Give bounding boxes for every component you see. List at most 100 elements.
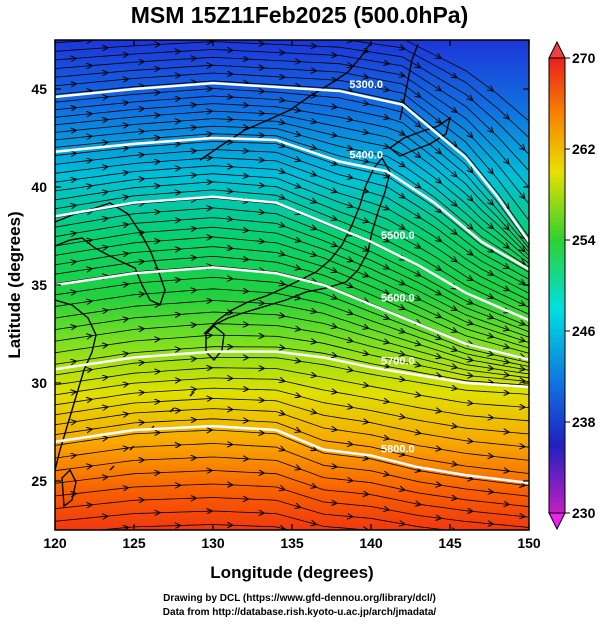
x-tick-label: 120 xyxy=(43,535,67,551)
streamline-arrow xyxy=(295,240,300,242)
streamline-arrow xyxy=(332,297,337,299)
streamline-arrow xyxy=(347,90,352,91)
streamline-arrow xyxy=(279,380,284,381)
streamline-arrow xyxy=(488,336,493,337)
streamline-arrow xyxy=(415,297,420,299)
streamline-arrow xyxy=(71,392,76,393)
streamline-arrow xyxy=(347,444,352,445)
streamline-arrow xyxy=(399,195,404,198)
streamline-arrow xyxy=(102,218,107,219)
streamline-arrow xyxy=(452,172,457,176)
streamline-arrow xyxy=(399,489,404,490)
streamline-arrow xyxy=(415,245,420,248)
streamline-arrow xyxy=(520,369,525,370)
temperature-field xyxy=(55,40,529,530)
streamline-arrow xyxy=(279,347,284,348)
streamline-arrow xyxy=(467,322,472,324)
streamline-arrow xyxy=(504,157,509,164)
streamline-arrow xyxy=(488,272,493,274)
streamline-arrow xyxy=(363,385,368,386)
streamline-arrow xyxy=(332,107,337,108)
streamline-arrow xyxy=(452,142,457,146)
streamline-arrow xyxy=(467,359,472,360)
streamline-arrow xyxy=(384,117,389,118)
streamline-arrow xyxy=(504,504,509,505)
streamline-arrow xyxy=(279,145,284,147)
colorbar-bottom-arrow xyxy=(548,512,566,531)
streamline-arrow xyxy=(384,239,389,241)
streamline-arrow xyxy=(71,262,76,263)
streamline-arrow xyxy=(452,349,457,351)
streamline-arrow xyxy=(332,429,337,430)
streamline-arrow xyxy=(415,184,420,187)
streamline-arrow xyxy=(279,253,284,254)
streamline-arrow xyxy=(332,190,337,192)
streamline-arrow xyxy=(520,145,525,150)
streamline xyxy=(55,334,529,382)
streamline-arrow xyxy=(347,148,352,149)
streamline-arrow xyxy=(436,356,441,357)
streamline-arrow xyxy=(347,407,352,408)
streamline-arrow xyxy=(384,89,389,90)
streamline-arrow xyxy=(399,74,404,76)
streamline-arrow xyxy=(488,168,493,173)
streamline-arrow xyxy=(520,261,525,264)
streamline-arrow xyxy=(504,361,509,362)
streamline xyxy=(55,367,529,408)
streamline-arrow xyxy=(384,146,389,147)
streamline-arrow xyxy=(311,341,316,342)
streamline-arrow xyxy=(452,464,457,465)
streamline-arrow xyxy=(415,537,420,538)
streamline-arrow xyxy=(488,224,493,228)
streamline-arrow xyxy=(102,407,107,408)
colorbar-tick-label: 262 xyxy=(572,141,596,157)
streamline-arrow xyxy=(347,340,352,341)
streamline-arrow xyxy=(87,399,92,400)
x-axis-ticks: 120 125 130 135 140 145 150 xyxy=(43,40,541,551)
credit-data: Data from http://database.rish.kyoto-u.a… xyxy=(162,607,437,618)
streamline-arrow xyxy=(123,488,128,489)
streamline-arrow xyxy=(123,354,128,355)
streamline-arrow xyxy=(311,200,316,202)
streamline-arrow xyxy=(504,346,509,347)
streamline-arrow xyxy=(488,492,493,493)
streamline-arrow xyxy=(279,225,284,227)
streamline-arrow xyxy=(452,308,457,310)
streamline-arrow xyxy=(452,366,457,367)
streamline-arrow xyxy=(504,471,509,472)
streamline-arrow xyxy=(467,196,472,201)
streamline-arrow xyxy=(467,166,472,172)
streamline-arrow xyxy=(295,506,300,507)
streamline-arrow xyxy=(520,323,525,325)
contour-line xyxy=(55,266,529,361)
streamline-arrow xyxy=(363,132,368,133)
streamline-arrow xyxy=(452,498,457,499)
streamline-arrow xyxy=(102,345,107,346)
streamline-arrow xyxy=(295,395,300,396)
streamline-arrow xyxy=(384,63,389,64)
streamline-arrow xyxy=(415,123,420,127)
streamline-arrow xyxy=(332,355,337,356)
x-tick-label: 145 xyxy=(438,535,462,551)
streamline-arrow xyxy=(504,244,509,248)
streamline-arrow xyxy=(415,273,420,275)
streamline-arrow xyxy=(436,292,441,295)
x-tick-label: 125 xyxy=(122,535,146,551)
streamline-arrow xyxy=(415,93,420,96)
streamline-arrow xyxy=(488,249,493,252)
x-tick-label: 150 xyxy=(517,535,541,551)
streamline-arrow xyxy=(71,205,76,206)
x-tick-label: 130 xyxy=(201,535,225,551)
streamline-arrow xyxy=(71,361,76,362)
streamline-arrow xyxy=(415,364,420,365)
streamline-arrow xyxy=(332,270,337,272)
streamline-arrow xyxy=(123,319,128,320)
streamline-arrow xyxy=(415,343,420,344)
streamline-arrow xyxy=(467,96,472,100)
streamline-arrow xyxy=(295,267,300,268)
streamline-arrow xyxy=(279,100,284,101)
streamline xyxy=(55,64,529,205)
streamline-arrow xyxy=(311,121,316,122)
streamline-arrow xyxy=(399,416,404,417)
streamline-arrow xyxy=(71,455,76,456)
